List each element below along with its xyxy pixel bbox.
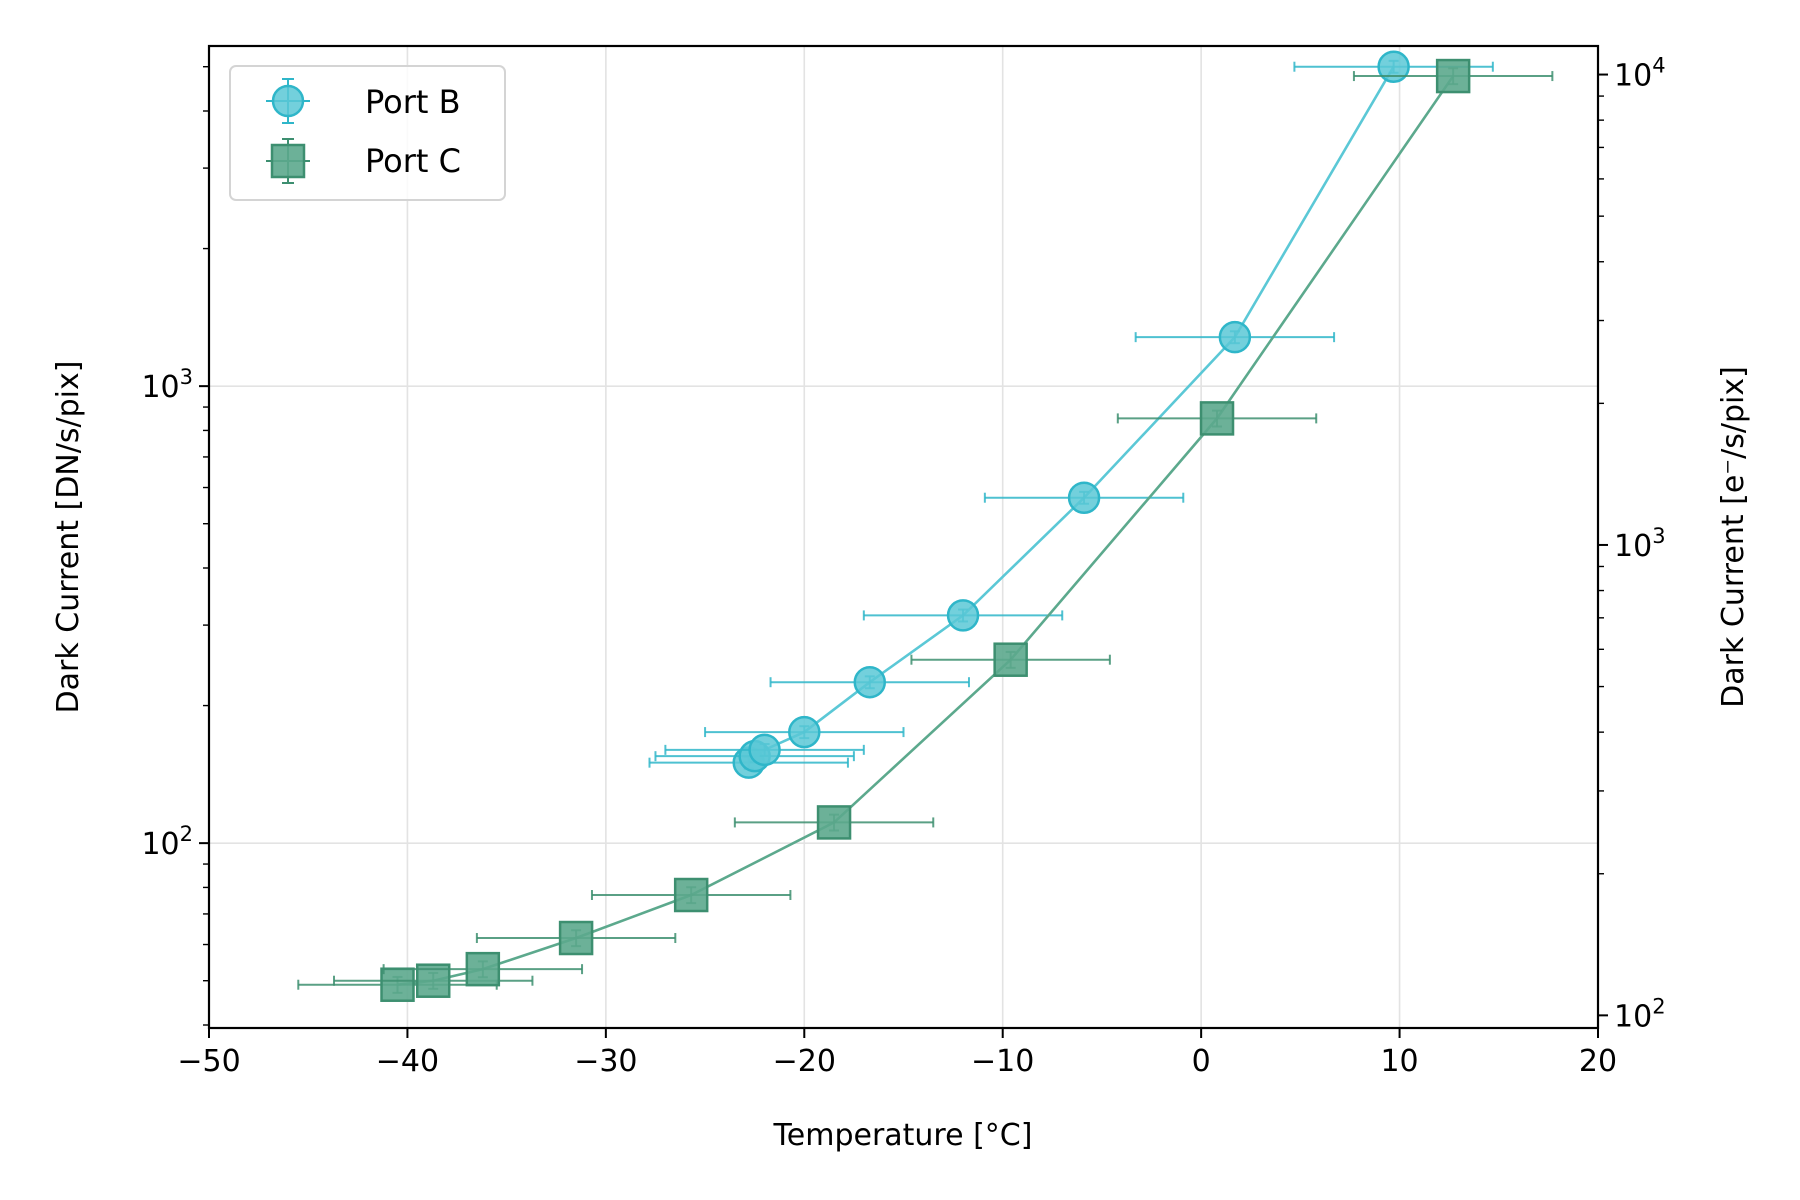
legend: Port B Port C: [229, 65, 506, 201]
y-axis-left: 102 103: [141, 66, 209, 1026]
y-axis-right: 102 103 104: [1598, 54, 1666, 1034]
legend-label-port-c: Port C: [365, 142, 461, 180]
data-point-port-b: [1218, 320, 1252, 354]
legend-symbol-port-c: [270, 143, 306, 179]
y2-tick-label: 104: [1614, 54, 1666, 94]
data-point-port-b: [788, 715, 821, 749]
legend-marker-port-c: [266, 138, 310, 184]
grid-layer: [208, 46, 1599, 1028]
legend-label-port-b: Port B: [365, 83, 461, 121]
y-axis-label: Dark Current [DN/s/pix]: [51, 361, 86, 714]
x-tick-label: −20: [773, 1044, 836, 1079]
data-point-port-c: [816, 805, 852, 840]
x-tick-label: 10: [1380, 1044, 1418, 1079]
data-point-port-c: [465, 951, 501, 987]
data-point-port-c: [1435, 58, 1471, 94]
series-layer: [297, 50, 1554, 1002]
legend-marker-port-b: [266, 78, 310, 124]
x-tick-label: 20: [1579, 1044, 1617, 1079]
x-tick-label: −10: [971, 1044, 1034, 1079]
data-point-port-c: [1199, 401, 1235, 436]
x-tick-label: −50: [177, 1044, 240, 1079]
data-point-port-c: [380, 967, 415, 1002]
y2-tick-label: 103: [1614, 524, 1666, 564]
series-port-b: [648, 50, 1494, 779]
x-axis: −50 −40 −30 −20 −10 0 10 20: [177, 1028, 1617, 1079]
series-port-c: [297, 58, 1554, 1002]
data-point-port-b: [748, 733, 781, 767]
plot-frame: [207, 44, 1600, 1030]
data-point-port-b: [1377, 50, 1410, 83]
x-tick-label: −40: [376, 1044, 439, 1079]
series-line-port-c: [397, 75, 1455, 987]
data-point-port-c: [993, 642, 1028, 677]
y-tick-label: 103: [141, 365, 193, 405]
y-tick-label: 102: [141, 822, 193, 862]
data-point-port-c: [558, 920, 594, 956]
x-tick-label: −30: [574, 1044, 637, 1079]
y2-tick-label: 102: [1614, 994, 1666, 1034]
x-axis-label: Temperature [°C]: [773, 1118, 1033, 1153]
data-point-port-b: [946, 599, 980, 632]
series-line-port-b: [747, 66, 1395, 764]
data-point-port-b: [1067, 481, 1101, 514]
x-tick-label: 0: [1192, 1044, 1211, 1079]
legend-symbol-port-b: [271, 84, 305, 118]
data-point-port-b: [853, 665, 887, 699]
y2-axis-label: Dark Current [e⁻/s/pix]: [1716, 366, 1751, 708]
data-point-port-c: [673, 877, 709, 913]
